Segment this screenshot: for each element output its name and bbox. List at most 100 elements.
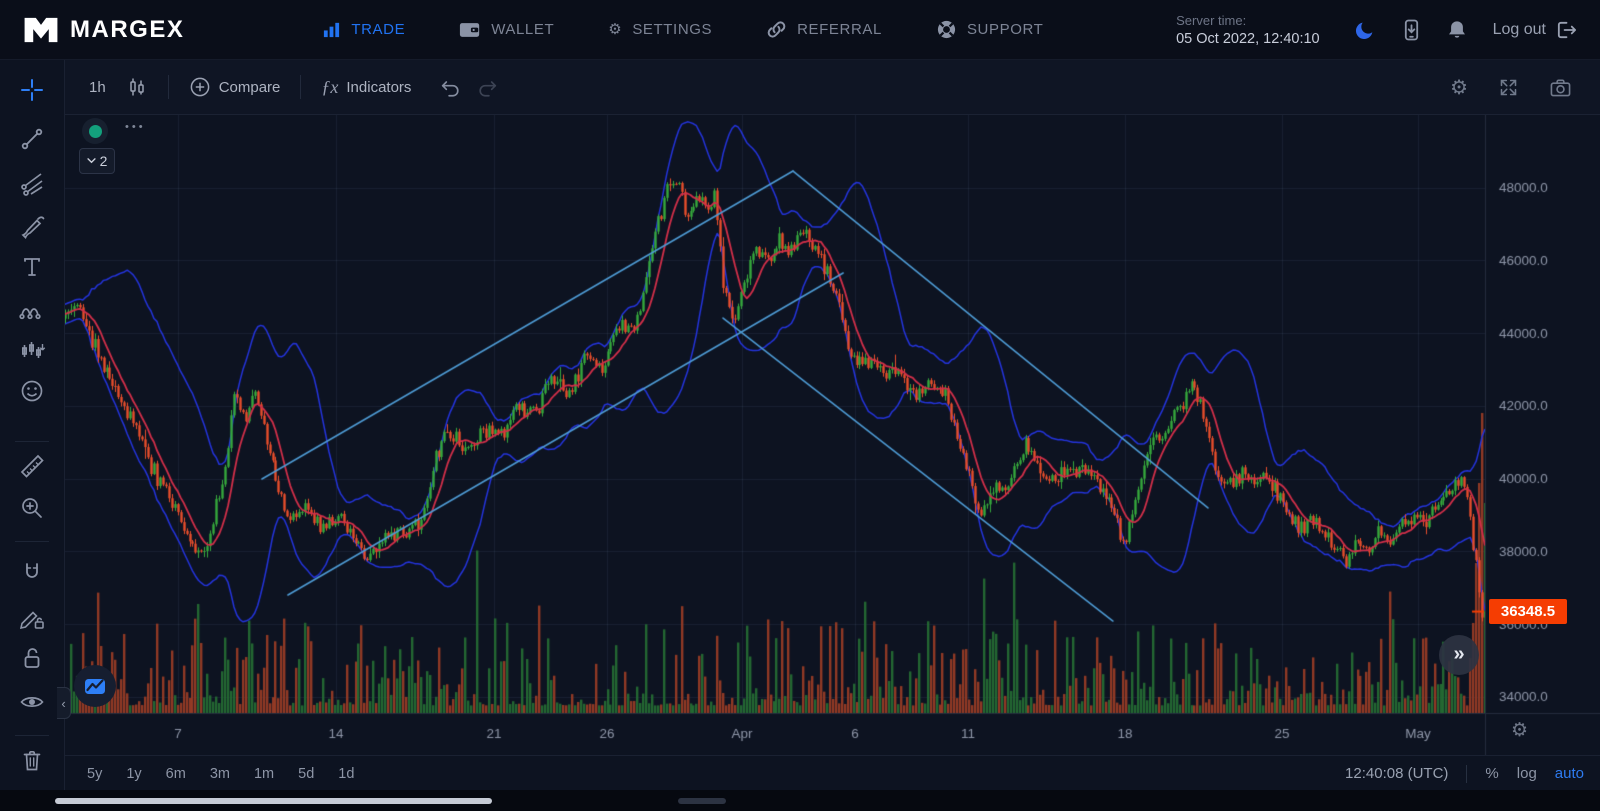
logout-button[interactable]: Log out (1493, 20, 1578, 40)
bars-pattern-tool-button[interactable] (14, 332, 50, 368)
moon-icon (1354, 19, 1376, 41)
trade-bars-icon (322, 20, 341, 39)
nav-label-wallet: WALLET (491, 21, 555, 38)
screenshot-button[interactable] (1549, 77, 1572, 98)
pencil-lock-icon (19, 611, 44, 630)
fullscreen-button[interactable] (1498, 77, 1519, 98)
nav-item-wallet[interactable]: WALLET (459, 20, 554, 39)
server-time-value: 05 Oct 2022, 12:40:10 (1176, 30, 1320, 47)
server-time: Server time: 05 Oct 2022, 12:40:10 (1176, 13, 1320, 47)
open-padlock-icon (24, 648, 40, 668)
camera-icon (1549, 77, 1572, 98)
pitchfork-tool-button[interactable] (14, 165, 50, 201)
nav-item-settings[interactable]: ⚙ SETTINGS (608, 21, 712, 38)
magnet-tool-button[interactable] (14, 555, 50, 591)
zoom-in-tool-button[interactable] (14, 490, 50, 526)
theme-toggle-button[interactable] (1354, 19, 1376, 41)
support-lifebuoy-icon (936, 19, 957, 40)
bottom-bar-divider (1466, 764, 1468, 783)
notifications-button[interactable] (1447, 19, 1467, 40)
plus-circle-icon (189, 76, 211, 98)
nav-label-support: SUPPORT (966, 21, 1044, 38)
brush-tool-button[interactable] (14, 207, 50, 243)
instrument-status-dot[interactable] (82, 118, 108, 144)
measure-tool-button[interactable] (14, 448, 50, 484)
range-button-1y[interactable]: 1y (126, 765, 142, 782)
indicators-button[interactable]: ƒx Indicators (311, 71, 421, 104)
chevron-left-icon: ‹ (61, 695, 66, 711)
logout-exit-icon (1555, 20, 1578, 40)
log-scale-button[interactable]: log (1516, 765, 1537, 782)
trend-line-tool-button[interactable] (14, 121, 50, 157)
lock-all-tool-button[interactable] (14, 640, 50, 676)
scrollbar-thumb[interactable] (55, 798, 492, 804)
legend-more-button[interactable]: ••• (125, 121, 146, 133)
interval-button[interactable]: 1h (79, 73, 116, 102)
text-icon (24, 258, 40, 276)
horizontal-scrollbar (0, 790, 1600, 811)
brush-icon (21, 216, 45, 239)
drawing-tools-sidebar (0, 60, 65, 790)
ruler-icon (20, 454, 44, 478)
legend-collapse-count: 2 (99, 153, 108, 169)
crosshair-tool-button[interactable] (14, 72, 50, 108)
mobile-app-button[interactable] (1402, 19, 1421, 41)
patterns-tool-button[interactable] (14, 291, 50, 327)
nav-item-support[interactable]: SUPPORT (936, 19, 1043, 40)
range-button-1m[interactable]: 1m (253, 765, 275, 782)
range-button-1d[interactable]: 1d (338, 765, 355, 782)
smiley-icon (21, 380, 43, 402)
interval-value: 1h (89, 78, 106, 96)
trash-icon (23, 750, 41, 771)
last-price-tag: 36348.5 (1489, 599, 1567, 624)
crosshair-icon (21, 79, 43, 101)
brand-name: MARGEX (70, 15, 185, 43)
gear-icon: ⚙ (1450, 75, 1468, 99)
indicators-label: Indicators (346, 78, 412, 96)
percent-scale-button[interactable]: % (1485, 765, 1499, 782)
toolbar-separator (300, 75, 302, 99)
text-tool-button[interactable] (14, 249, 50, 285)
range-button-5y[interactable]: 5y (87, 765, 103, 782)
logout-label: Log out (1492, 20, 1546, 38)
scrollbar-secondary-piece (678, 798, 726, 804)
scroll-to-realtime-button[interactable]: » (1439, 635, 1479, 675)
range-button-3m[interactable]: 3m (209, 765, 230, 782)
nav-item-trade[interactable]: TRADE (322, 20, 405, 39)
remove-drawings-tool-button[interactable] (14, 742, 50, 778)
chart-style-button[interactable] (116, 70, 158, 104)
redo-button[interactable] (477, 78, 499, 97)
nav-label-settings: SETTINGS (632, 21, 713, 38)
top-navbar: MARGEX TRADE WALLET ⚙ SETTINGS REFERRAL (0, 0, 1600, 60)
compare-button[interactable]: Compare (179, 70, 291, 104)
toolbar-separator (167, 75, 169, 99)
magnet-icon (26, 563, 38, 578)
hide-drawings-tool-button[interactable] (14, 684, 50, 720)
utc-clock[interactable]: 12:40:08 (UTC) (1345, 765, 1449, 782)
sidebar-divider (15, 541, 49, 542)
nav-label-trade: TRADE (351, 21, 406, 38)
candlestick-style-icon (126, 76, 148, 98)
trend-line-icon (21, 128, 43, 150)
drawing-lock-tool-button[interactable] (14, 599, 50, 635)
range-button-5d[interactable]: 5d (298, 765, 315, 782)
sidebar-collapse-handle[interactable]: ‹ (57, 687, 71, 719)
bell-icon (1447, 19, 1467, 40)
price-chart-canvas[interactable] (65, 115, 1600, 755)
undo-button[interactable] (439, 78, 461, 97)
range-button-6m[interactable]: 6m (165, 765, 186, 782)
chevron-down-icon (86, 158, 96, 164)
server-time-label: Server time: (1176, 12, 1247, 28)
brand-logo[interactable]: MARGEX (22, 14, 184, 46)
forecast-bars-icon (22, 342, 46, 358)
nav-label-referral: REFERRAL (797, 21, 882, 38)
chart-settings-button[interactable]: ⚙ (1450, 77, 1468, 97)
time-axis-settings-button[interactable]: ⚙ (1511, 721, 1528, 740)
area-chart-icon (82, 673, 108, 699)
auto-scale-button[interactable]: auto (1554, 765, 1584, 782)
nav-item-referral[interactable]: REFERRAL (766, 19, 882, 40)
legend-collapse-chip[interactable]: 2 (79, 148, 115, 174)
emoji-tool-button[interactable] (14, 373, 50, 409)
volume-pane-button[interactable] (74, 665, 116, 707)
